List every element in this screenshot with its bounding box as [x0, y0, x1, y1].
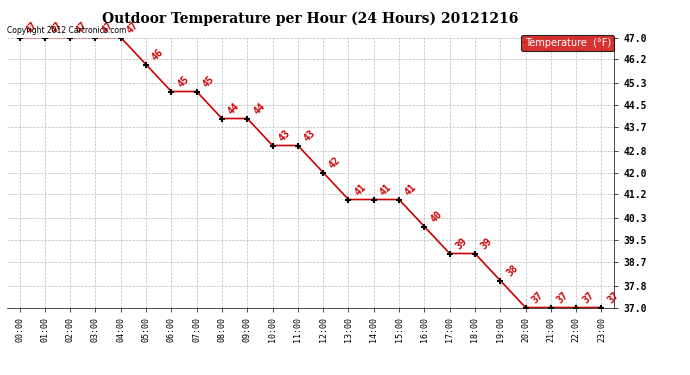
Text: 47: 47: [125, 20, 140, 35]
Text: Copyright 2012 Cartronics.com: Copyright 2012 Cartronics.com: [7, 26, 126, 35]
Text: 38: 38: [504, 263, 520, 278]
Text: 47: 47: [49, 20, 64, 35]
Text: 45: 45: [175, 74, 191, 89]
Text: 44: 44: [251, 101, 267, 116]
Text: 43: 43: [302, 128, 317, 143]
Text: 47: 47: [75, 20, 90, 35]
Text: 37: 37: [606, 290, 621, 305]
Text: 39: 39: [454, 236, 469, 251]
Text: 37: 37: [555, 290, 571, 305]
Text: 47: 47: [23, 20, 39, 35]
Text: 47: 47: [99, 20, 115, 35]
Text: 39: 39: [479, 236, 495, 251]
Legend: Temperature  (°F): Temperature (°F): [521, 35, 614, 51]
Text: 45: 45: [201, 74, 216, 89]
Text: 37: 37: [530, 290, 545, 305]
Text: 46: 46: [150, 47, 166, 62]
Text: 42: 42: [327, 155, 343, 170]
Text: 44: 44: [226, 101, 242, 116]
Text: 37: 37: [580, 290, 595, 305]
Text: Outdoor Temperature per Hour (24 Hours) 20121216: Outdoor Temperature per Hour (24 Hours) …: [102, 11, 519, 26]
Text: 40: 40: [428, 209, 444, 224]
Text: 43: 43: [277, 128, 292, 143]
Text: 41: 41: [403, 182, 419, 197]
Text: 41: 41: [378, 182, 393, 197]
Text: 41: 41: [353, 182, 368, 197]
